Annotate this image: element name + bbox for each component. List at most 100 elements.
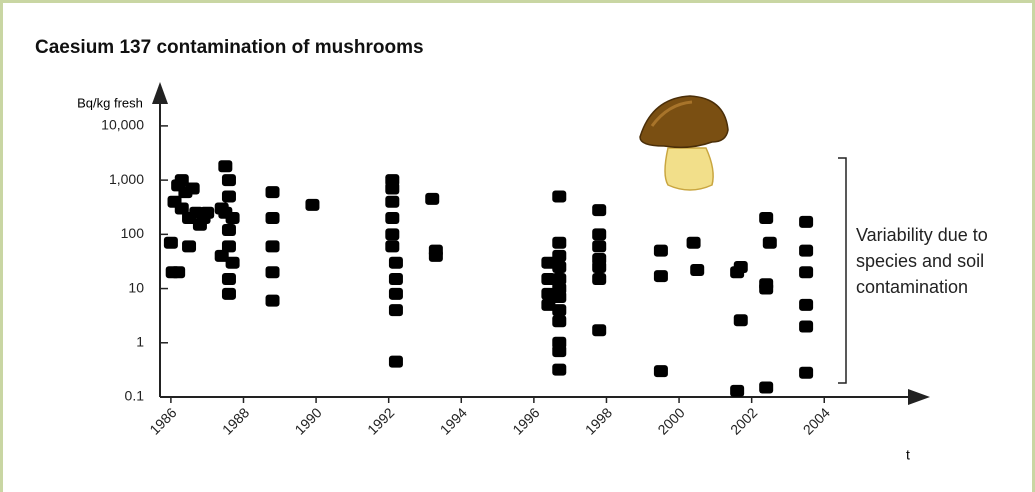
data-point	[225, 256, 240, 269]
data-point	[730, 266, 745, 279]
data-point	[385, 182, 400, 195]
data-point	[174, 174, 189, 187]
data-point	[388, 355, 403, 368]
x-axis-label: t	[906, 447, 910, 463]
data-point	[592, 273, 607, 286]
data-point	[385, 240, 400, 253]
data-point	[690, 263, 705, 276]
y-tick-label: 0.1	[125, 388, 145, 404]
data-point	[541, 273, 556, 286]
data-point	[552, 345, 567, 358]
data-point	[592, 204, 607, 217]
data-point	[265, 294, 280, 307]
data-point	[385, 195, 400, 208]
data-point	[552, 260, 567, 273]
data-point	[762, 236, 777, 249]
y-axis-arrow	[152, 82, 168, 104]
data-point	[799, 298, 814, 311]
data-point	[218, 160, 233, 173]
data-point	[653, 244, 668, 257]
data-point	[592, 260, 607, 273]
data-point	[552, 249, 567, 262]
data-point	[552, 190, 567, 203]
data-point	[541, 256, 556, 269]
data-point	[221, 287, 236, 300]
data-point	[733, 314, 748, 327]
data-point	[592, 240, 607, 253]
data-point	[185, 182, 200, 195]
data-point	[552, 304, 567, 317]
data-point	[225, 212, 240, 225]
data-point	[552, 315, 567, 328]
data-point	[385, 228, 400, 241]
data-point	[265, 266, 280, 279]
data-point	[171, 266, 186, 279]
plot-area: 0.1 1 10 100 1,000 10,000 1986 1988 1990 1992 1994…	[101, 117, 833, 438]
x-tick-label: 2002	[727, 404, 760, 437]
data-point	[730, 384, 745, 397]
data-point	[759, 212, 774, 225]
data-point	[653, 365, 668, 378]
data-point	[221, 190, 236, 203]
data-point	[214, 249, 229, 262]
data-point	[388, 304, 403, 317]
mushroom-icon	[639, 95, 729, 191]
data-point	[799, 266, 814, 279]
x-tick-label: 1990	[291, 404, 324, 437]
data-point	[799, 215, 814, 228]
x-tick-label: 2004	[800, 404, 833, 437]
x-tick-label: 1994	[437, 404, 470, 437]
x-tick-label: 1992	[364, 404, 397, 437]
data-point	[428, 249, 443, 262]
data-point	[592, 324, 607, 337]
data-point	[799, 366, 814, 379]
data-point	[182, 240, 197, 253]
data-point	[759, 381, 774, 394]
x-axis-arrow	[908, 389, 930, 405]
chart-title: Caesium 137 contamination of mushrooms	[35, 37, 424, 58]
data-point	[221, 273, 236, 286]
data-point	[388, 273, 403, 286]
y-tick-label: 1,000	[109, 171, 144, 187]
data-point	[552, 290, 567, 303]
data-point	[265, 212, 280, 225]
y-tick-label: 10	[128, 279, 144, 295]
y-tick-label: 10,000	[101, 117, 144, 133]
x-tick-label: 1986	[146, 404, 179, 437]
data-point	[592, 228, 607, 241]
data-point	[214, 202, 229, 215]
data-point	[200, 206, 215, 219]
data-point	[221, 224, 236, 237]
x-tick-label: 1988	[219, 404, 252, 437]
data-point	[221, 240, 236, 253]
data-point	[552, 273, 567, 286]
data-point	[541, 298, 556, 311]
data-point	[388, 256, 403, 269]
data-point	[541, 287, 556, 300]
data-point	[265, 186, 280, 199]
data-point	[163, 236, 178, 249]
data-point	[799, 320, 814, 333]
y-axis-label: Bq/kg fresh	[77, 95, 143, 110]
x-tick-label: 1998	[582, 404, 615, 437]
data-point	[686, 236, 701, 249]
x-tick-label: 1996	[509, 404, 542, 437]
data-point	[388, 287, 403, 300]
data-point	[759, 282, 774, 295]
data-point	[653, 270, 668, 283]
data-point	[305, 198, 320, 211]
data-point	[174, 202, 189, 215]
variability-bracket	[838, 157, 847, 384]
data-point	[265, 240, 280, 253]
data-point	[799, 244, 814, 257]
data-point	[552, 363, 567, 376]
data-point	[552, 236, 567, 249]
data-point	[221, 174, 236, 187]
annotation: Variability due to species and soil cont…	[856, 225, 988, 297]
data-point	[425, 192, 440, 205]
data-point	[385, 212, 400, 225]
x-tick-label: 2000	[654, 404, 687, 437]
y-tick-label: 100	[121, 225, 145, 241]
y-tick-label: 1	[136, 333, 144, 349]
